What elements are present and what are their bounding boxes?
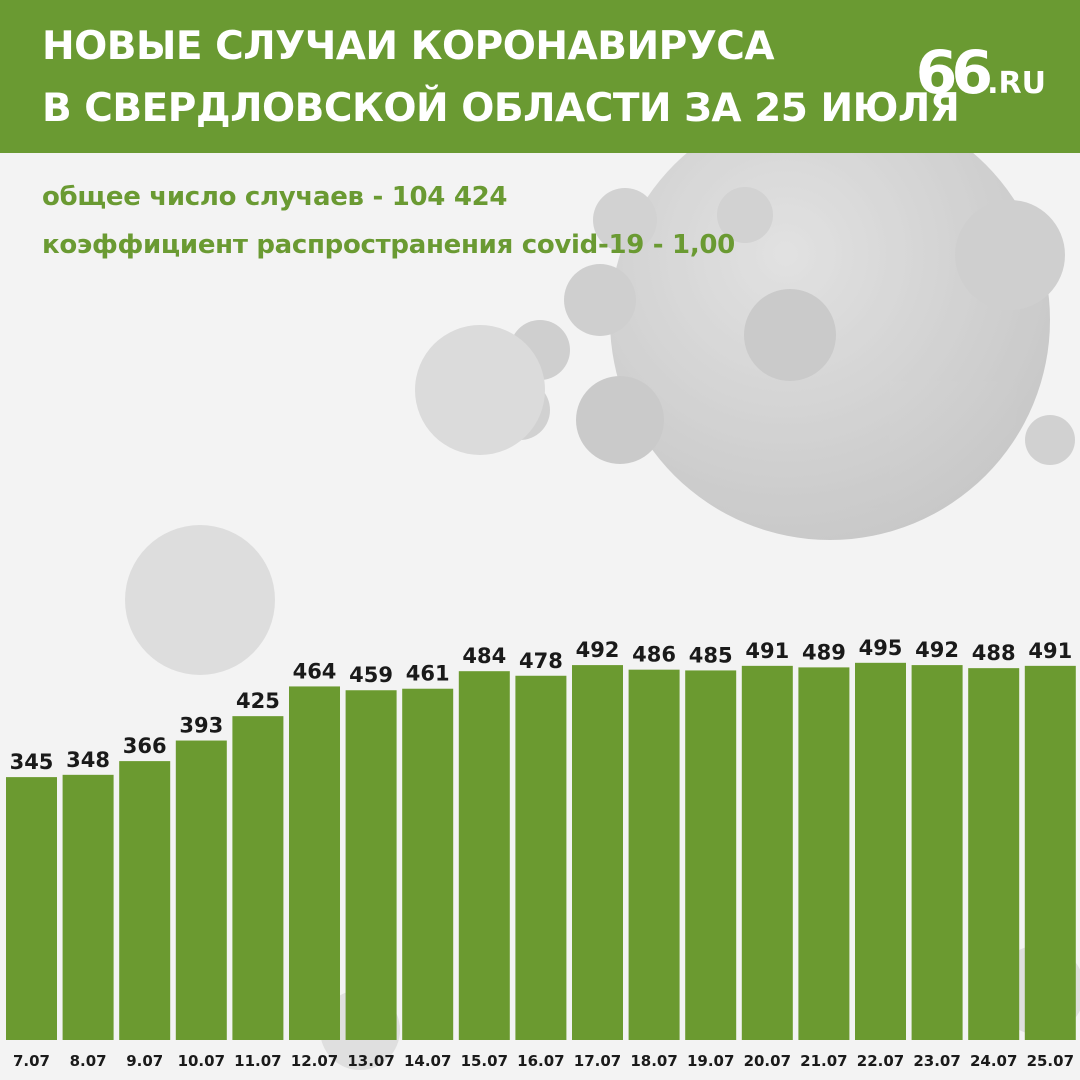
- x-tick-label-23.07: 23.07: [913, 1052, 960, 1070]
- data-label-10.07: 393: [179, 714, 223, 738]
- bar-14.07: [402, 688, 454, 1040]
- x-tick-label-22.07: 22.07: [857, 1052, 904, 1070]
- x-tick-label-18.07: 18.07: [630, 1052, 677, 1070]
- bar-13.07: [345, 690, 397, 1040]
- x-tick-label-13.07: 13.07: [347, 1052, 394, 1070]
- x-tick-label-15.07: 15.07: [461, 1052, 508, 1070]
- data-label-13.07: 459: [349, 663, 393, 687]
- page-title-line-2: В СВЕРДЛОВСКОЙ ОБЛАСТИ ЗА 25 ИЮЛЯ: [42, 86, 960, 131]
- data-label-19.07: 485: [689, 643, 733, 667]
- data-label-25.07: 491: [1028, 639, 1072, 663]
- bar-7.07: [6, 777, 57, 1040]
- bar-11.07: [232, 716, 284, 1040]
- spread-rate-stat: коэффициент распространения covid-19 - 1…: [42, 230, 735, 260]
- bar-23.07: [911, 665, 963, 1040]
- x-tick-label-17.07: 17.07: [574, 1052, 621, 1070]
- data-label-7.07: 345: [10, 750, 54, 774]
- x-tick-label-8.07: 8.07: [70, 1052, 107, 1070]
- data-label-18.07: 486: [632, 643, 676, 667]
- data-label-12.07: 464: [293, 659, 337, 683]
- x-tick-label-11.07: 11.07: [234, 1052, 281, 1070]
- x-tick-label-21.07: 21.07: [800, 1052, 847, 1070]
- data-label-23.07: 492: [915, 638, 959, 662]
- bar-22.07: [855, 662, 906, 1040]
- bar-16.07: [515, 675, 567, 1040]
- x-tick-label-20.07: 20.07: [744, 1052, 791, 1070]
- data-label-14.07: 461: [406, 662, 450, 686]
- data-label-9.07: 366: [123, 734, 167, 758]
- x-tick-label-24.07: 24.07: [970, 1052, 1017, 1070]
- data-label-24.07: 488: [972, 641, 1016, 665]
- x-tick-label-9.07: 9.07: [126, 1052, 163, 1070]
- x-tick-label-14.07: 14.07: [404, 1052, 451, 1070]
- page-title-line-1: НОВЫЕ СЛУЧАИ КОРОНАВИРУСА: [42, 24, 775, 69]
- data-label-22.07: 495: [859, 636, 903, 660]
- bar-12.07: [289, 686, 340, 1040]
- bar-10.07: [175, 740, 227, 1040]
- x-tick-label-12.07: 12.07: [291, 1052, 338, 1070]
- bar-20.07: [741, 665, 793, 1040]
- data-label-15.07: 484: [462, 644, 506, 668]
- data-label-21.07: 489: [802, 640, 846, 664]
- data-label-11.07: 425: [236, 689, 280, 713]
- data-label-17.07: 492: [576, 638, 620, 662]
- logo-suffix: .RU: [987, 66, 1046, 101]
- data-label-16.07: 478: [519, 649, 563, 673]
- data-label-8.07: 348: [66, 748, 110, 772]
- bar-15.07: [458, 671, 510, 1040]
- bar-18.07: [628, 669, 680, 1040]
- bar-8.07: [62, 774, 114, 1040]
- bar-24.07: [968, 668, 1020, 1040]
- bar-21.07: [798, 667, 850, 1040]
- x-tick-label-19.07: 19.07: [687, 1052, 734, 1070]
- bar-19.07: [685, 670, 737, 1040]
- x-tick-label-25.07: 25.07: [1027, 1052, 1074, 1070]
- bar-17.07: [572, 665, 623, 1040]
- data-label-20.07: 491: [745, 639, 789, 663]
- total-cases-stat: общее число случаев - 104 424: [42, 182, 508, 212]
- bar-9.07: [119, 761, 171, 1040]
- site-logo: 66.RU: [916, 38, 1046, 108]
- x-tick-label-7.07: 7.07: [13, 1052, 50, 1070]
- logo-number: 66: [915, 38, 993, 108]
- x-tick-label-16.07: 16.07: [517, 1052, 564, 1070]
- x-tick-label-10.07: 10.07: [178, 1052, 225, 1070]
- bar-25.07: [1024, 665, 1076, 1040]
- header-banner: НОВЫЕ СЛУЧАИ КОРОНАВИРУСА В СВЕРДЛОВСКОЙ…: [0, 0, 1080, 153]
